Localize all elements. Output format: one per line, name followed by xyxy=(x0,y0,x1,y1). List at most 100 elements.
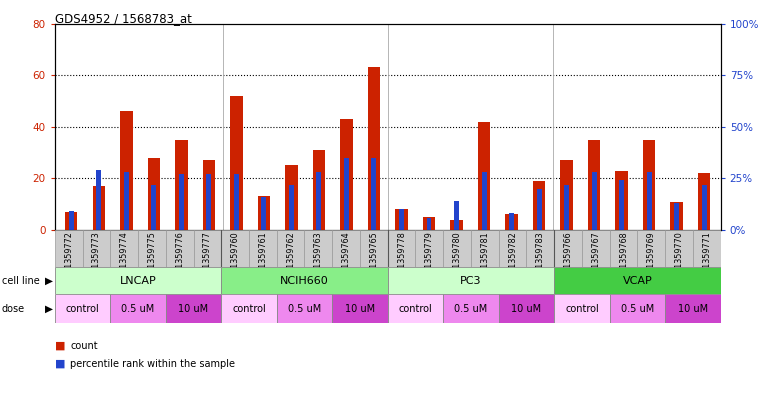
Bar xyxy=(443,230,471,267)
Bar xyxy=(533,181,545,230)
Bar xyxy=(313,150,325,230)
Text: GSM1359764: GSM1359764 xyxy=(342,231,351,285)
Bar xyxy=(588,140,600,230)
Bar xyxy=(344,158,349,230)
Bar xyxy=(554,230,582,267)
Text: control: control xyxy=(399,304,432,314)
Text: control: control xyxy=(565,304,599,314)
Bar xyxy=(231,96,243,230)
Bar xyxy=(110,294,166,323)
Bar xyxy=(179,174,184,230)
Bar xyxy=(249,230,277,267)
Text: GSM1359772: GSM1359772 xyxy=(64,231,73,285)
Text: GSM1359760: GSM1359760 xyxy=(231,231,240,285)
Bar xyxy=(206,174,212,230)
Text: GSM1359767: GSM1359767 xyxy=(591,231,600,285)
Bar xyxy=(333,294,387,323)
Bar xyxy=(110,230,138,267)
Bar xyxy=(423,217,435,230)
Bar xyxy=(387,267,554,294)
Text: control: control xyxy=(65,304,100,314)
Bar xyxy=(304,230,333,267)
Text: GSM1359783: GSM1359783 xyxy=(536,231,545,285)
Text: dose: dose xyxy=(2,304,24,314)
Bar xyxy=(368,68,380,230)
Bar xyxy=(166,230,193,267)
Bar xyxy=(55,230,82,267)
Bar xyxy=(610,230,638,267)
Text: 10 uM: 10 uM xyxy=(345,304,375,314)
Bar xyxy=(665,294,721,323)
Bar xyxy=(560,160,573,230)
Text: NCIH660: NCIH660 xyxy=(280,275,329,286)
Bar xyxy=(443,294,498,323)
Bar xyxy=(670,202,683,230)
Bar xyxy=(387,294,443,323)
Bar xyxy=(193,230,221,267)
Text: GSM1359766: GSM1359766 xyxy=(564,231,572,285)
Bar xyxy=(234,174,239,230)
Text: LNCAP: LNCAP xyxy=(119,275,157,286)
Bar xyxy=(498,294,554,323)
Bar xyxy=(482,172,486,230)
Bar xyxy=(693,230,721,267)
Text: 10 uM: 10 uM xyxy=(178,304,209,314)
Bar xyxy=(498,230,527,267)
Text: control: control xyxy=(232,304,266,314)
Text: 10 uM: 10 uM xyxy=(678,304,708,314)
Text: cell line: cell line xyxy=(2,275,40,286)
Bar xyxy=(371,158,377,230)
Bar xyxy=(665,230,693,267)
Bar xyxy=(674,203,679,230)
Bar xyxy=(333,230,360,267)
Bar xyxy=(221,267,387,294)
Bar xyxy=(285,165,298,230)
Bar xyxy=(97,170,101,230)
Bar xyxy=(55,267,221,294)
Bar xyxy=(478,121,490,230)
Bar xyxy=(698,173,710,230)
Bar xyxy=(527,230,554,267)
Text: GSM1359780: GSM1359780 xyxy=(453,231,462,285)
Text: 0.5 uM: 0.5 uM xyxy=(122,304,154,314)
Bar xyxy=(591,172,597,230)
Bar xyxy=(451,220,463,230)
Bar xyxy=(289,184,294,230)
Bar xyxy=(395,209,408,230)
Text: GSM1359773: GSM1359773 xyxy=(92,231,101,285)
Text: GSM1359779: GSM1359779 xyxy=(425,231,434,285)
Bar xyxy=(582,230,610,267)
Bar xyxy=(221,230,249,267)
Text: GSM1359774: GSM1359774 xyxy=(119,231,129,285)
Text: 0.5 uM: 0.5 uM xyxy=(288,304,321,314)
Bar xyxy=(619,180,624,230)
Text: GSM1359775: GSM1359775 xyxy=(148,231,157,285)
Bar xyxy=(65,212,78,230)
Text: GSM1359765: GSM1359765 xyxy=(369,231,378,285)
Bar xyxy=(638,230,665,267)
Bar xyxy=(258,196,270,230)
Bar xyxy=(505,215,517,230)
Bar xyxy=(277,230,304,267)
Bar xyxy=(340,119,352,230)
Bar xyxy=(616,171,628,230)
Text: GSM1359782: GSM1359782 xyxy=(508,231,517,285)
Bar xyxy=(120,111,132,230)
Text: GSM1359771: GSM1359771 xyxy=(702,231,712,285)
Text: GDS4952 / 1568783_at: GDS4952 / 1568783_at xyxy=(55,12,192,25)
Bar xyxy=(554,294,610,323)
Text: 0.5 uM: 0.5 uM xyxy=(621,304,654,314)
Bar xyxy=(554,267,721,294)
Text: GSM1359770: GSM1359770 xyxy=(674,231,683,285)
Bar xyxy=(277,294,333,323)
Bar xyxy=(360,230,387,267)
Bar xyxy=(202,160,215,230)
Bar xyxy=(610,294,665,323)
Text: GSM1359762: GSM1359762 xyxy=(286,231,295,285)
Text: ▶: ▶ xyxy=(44,275,53,286)
Bar xyxy=(454,201,459,230)
Bar xyxy=(317,172,321,230)
Bar xyxy=(138,230,166,267)
Text: GSM1359778: GSM1359778 xyxy=(397,231,406,285)
Bar xyxy=(647,172,651,230)
